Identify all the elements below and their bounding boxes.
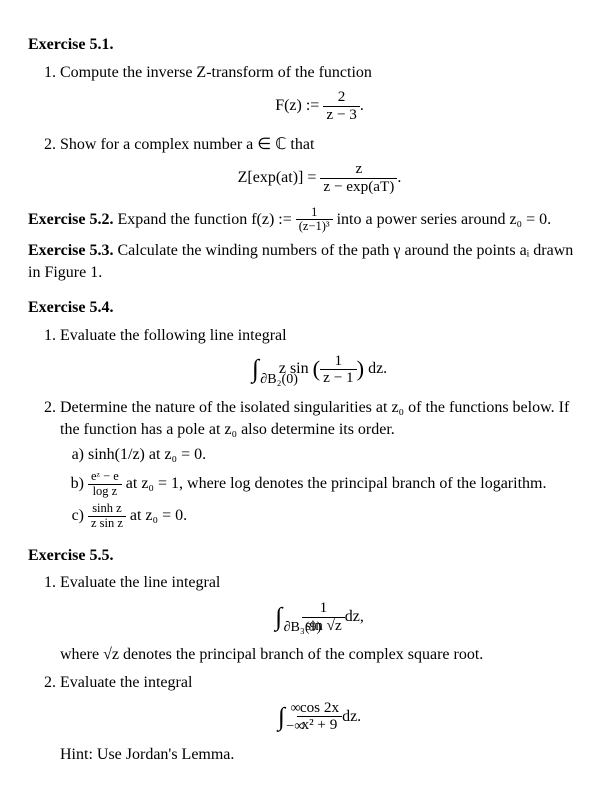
ex55-int1-end: dz,: [345, 608, 364, 625]
ex55-int2-lb: −∞: [286, 717, 304, 736]
integral-icon: ∫∂B₃(9): [275, 600, 282, 635]
ex52-frac: 1 (z−1)³: [296, 206, 333, 234]
exercise-54-list: Evaluate the following line integral ∫∂B…: [28, 325, 579, 531]
ex54-a-text: sinh(1/z) at z₀ = 0.: [88, 446, 206, 463]
ex54-b-num: eᶻ − e: [88, 470, 122, 485]
ex54-item2-text: Determine the nature of the isolated sin…: [60, 399, 569, 438]
ex51-formula2: Z[exp(at)] = z z − exp(aT) .: [60, 161, 579, 195]
ex55-item1: Evaluate the line integral ∫∂B₃(9) 1 sin…: [60, 572, 579, 666]
ex54-c-rest: at z₀ = 0.: [126, 507, 187, 524]
ex53-title: Exercise 5.3.: [28, 242, 113, 259]
ex54-b-rest: at z₀ = 1, where log denotes the princip…: [122, 475, 547, 492]
exercise-53: Exercise 5.3. Calculate the winding numb…: [28, 240, 579, 283]
ex55-item2-text: Evaluate the integral: [60, 674, 192, 691]
ex51-f2-lhs: Z[exp(at)] =: [238, 169, 317, 186]
ex54-item1: Evaluate the following line integral ∫∂B…: [60, 325, 579, 387]
ex55-item1-text: Evaluate the line integral: [60, 574, 220, 591]
ex54-c-num: sinh z: [88, 502, 126, 517]
ex54-sublist: sinh(1/z) at z₀ = 0. eᶻ − e log z at z₀ …: [60, 444, 579, 530]
ex51-f2-end: .: [397, 169, 401, 186]
ex55-int2-ub: ∞: [290, 699, 300, 718]
ex55-int1: ∫∂B₃(9) 1 sin √z dz,: [60, 600, 579, 635]
ex55-int2-num: cos 2x: [297, 700, 342, 718]
ex55-int1-num: 1: [302, 600, 345, 618]
ex51-f1-frac: 2 z − 3: [323, 89, 360, 123]
ex51-f1-end: .: [360, 97, 364, 114]
ex55-item2: Evaluate the integral ∫ −∞ ∞ cos 2x x² +…: [60, 672, 579, 766]
exercise-55-title: Exercise 5.5.: [28, 545, 579, 567]
ex51-f1-lhs: F(z) :=: [275, 97, 319, 114]
exercise-51-list: Compute the inverse Z-transform of the f…: [28, 62, 579, 196]
ex52-text-b: into a power series around z₀ = 0.: [337, 211, 552, 228]
ex54-int1-body-b: dz.: [368, 360, 387, 377]
ex54-c: sinh z z sin z at z₀ = 0.: [88, 502, 579, 530]
ex51-f1-num: 2: [323, 89, 360, 107]
ex55-int1-sub: ∂B₃(9): [284, 618, 322, 637]
ex52-frac-den: (z−1)³: [296, 220, 333, 234]
ex54-item1-text: Evaluate the following line integral: [60, 327, 287, 344]
ex51-item1: Compute the inverse Z-transform of the f…: [60, 62, 579, 124]
paren-open-icon: (: [313, 357, 320, 382]
ex55-hint: Hint: Use Jordan's Lemma.: [60, 744, 579, 766]
ex51-f1-den: z − 3: [323, 107, 360, 124]
ex54-item2: Determine the nature of the isolated sin…: [60, 397, 579, 531]
ex55-where: where √z denotes the principal branch of…: [60, 644, 579, 666]
integral-icon: ∫∂B₂(0): [252, 352, 259, 387]
ex51-item2-text: Show for a complex number a ∈ ℂ that: [60, 136, 314, 153]
ex51-item1-text: Compute the inverse Z-transform of the f…: [60, 64, 372, 81]
paren-close-icon: ): [357, 357, 364, 382]
ex54-c-den: z sin z: [88, 517, 126, 531]
integral-icon: ∫ −∞ ∞: [278, 700, 285, 735]
ex54-a: sinh(1/z) at z₀ = 0.: [88, 444, 579, 466]
ex51-formula1: F(z) := 2 z − 3 .: [60, 89, 579, 123]
ex55-int2: ∫ −∞ ∞ cos 2x x² + 9 dz.: [60, 700, 579, 735]
ex54-int1-frac: 1 z − 1: [320, 353, 357, 387]
exercise-54-title: Exercise 5.4.: [28, 297, 579, 319]
ex54-int1: ∫∂B₂(0) z sin ( 1 z − 1 ) dz.: [60, 352, 579, 387]
ex54-int1-sub: ∂B₂(0): [260, 370, 298, 389]
exercise-52: Exercise 5.2. Expand the function f(z) :…: [28, 206, 579, 234]
exercise-51-title: Exercise 5.1.: [28, 34, 579, 56]
ex54-b: eᶻ − e log z at z₀ = 1, where log denote…: [88, 470, 579, 498]
ex54-c-frac: sinh z z sin z: [88, 502, 126, 530]
ex52-title: Exercise 5.2.: [28, 211, 113, 228]
ex51-item2: Show for a complex number a ∈ ℂ that Z[e…: [60, 134, 579, 196]
ex54-b-den: log z: [88, 485, 122, 499]
ex52-text-a: Expand the function f(z) :=: [117, 211, 295, 228]
ex55-int2-end: dz.: [342, 708, 361, 725]
exercise-55-list: Evaluate the line integral ∫∂B₃(9) 1 sin…: [28, 572, 579, 765]
ex51-f2-den: z − exp(aT): [320, 179, 397, 196]
ex51-f2-frac: z z − exp(aT): [320, 161, 397, 195]
ex52-frac-num: 1: [296, 206, 333, 221]
ex54-b-frac: eᶻ − e log z: [88, 470, 122, 498]
ex51-f2-num: z: [320, 161, 397, 179]
ex54-int1-den: z − 1: [320, 370, 357, 387]
ex54-int1-num: 1: [320, 353, 357, 371]
